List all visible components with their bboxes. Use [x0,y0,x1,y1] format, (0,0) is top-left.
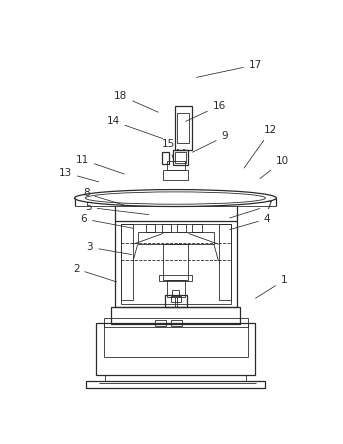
Bar [121,224,231,304]
Bar [96,323,256,375]
Bar [146,224,155,232]
Text: 4: 4 [230,214,270,230]
Text: 2: 2 [73,264,117,282]
Text: 6: 6 [81,214,133,228]
Bar [177,224,186,232]
Bar [218,224,231,300]
Bar [167,161,185,170]
Bar [162,152,169,164]
Bar [171,320,181,326]
Text: 12: 12 [244,125,277,168]
Bar [177,113,189,143]
Bar [163,170,189,179]
Text: 10: 10 [260,156,289,178]
Bar [111,307,240,324]
Text: 3: 3 [87,242,132,254]
Bar [159,275,192,281]
Bar [162,224,171,232]
Bar [121,224,133,300]
Text: 18: 18 [114,91,158,112]
Bar [175,106,192,151]
Bar [165,295,187,307]
Text: 5: 5 [85,202,149,214]
Bar [192,224,202,232]
Bar [171,296,181,302]
Text: 13: 13 [59,168,99,182]
Bar [138,232,214,244]
Text: 8: 8 [83,188,123,205]
Bar [105,375,246,381]
Text: 14: 14 [106,116,163,139]
Text: 15: 15 [162,139,175,160]
Bar [163,244,189,280]
Text: 9: 9 [192,131,228,152]
Text: 7: 7 [230,201,272,218]
Bar [115,221,237,307]
Text: 11: 11 [75,155,124,174]
Bar [155,320,166,326]
Bar [104,318,248,327]
Bar [173,150,189,165]
Bar [175,152,186,163]
Bar [167,281,185,297]
Text: 16: 16 [186,101,226,121]
Text: 1: 1 [256,275,287,298]
Bar [86,381,265,388]
Text: 17: 17 [197,60,262,77]
